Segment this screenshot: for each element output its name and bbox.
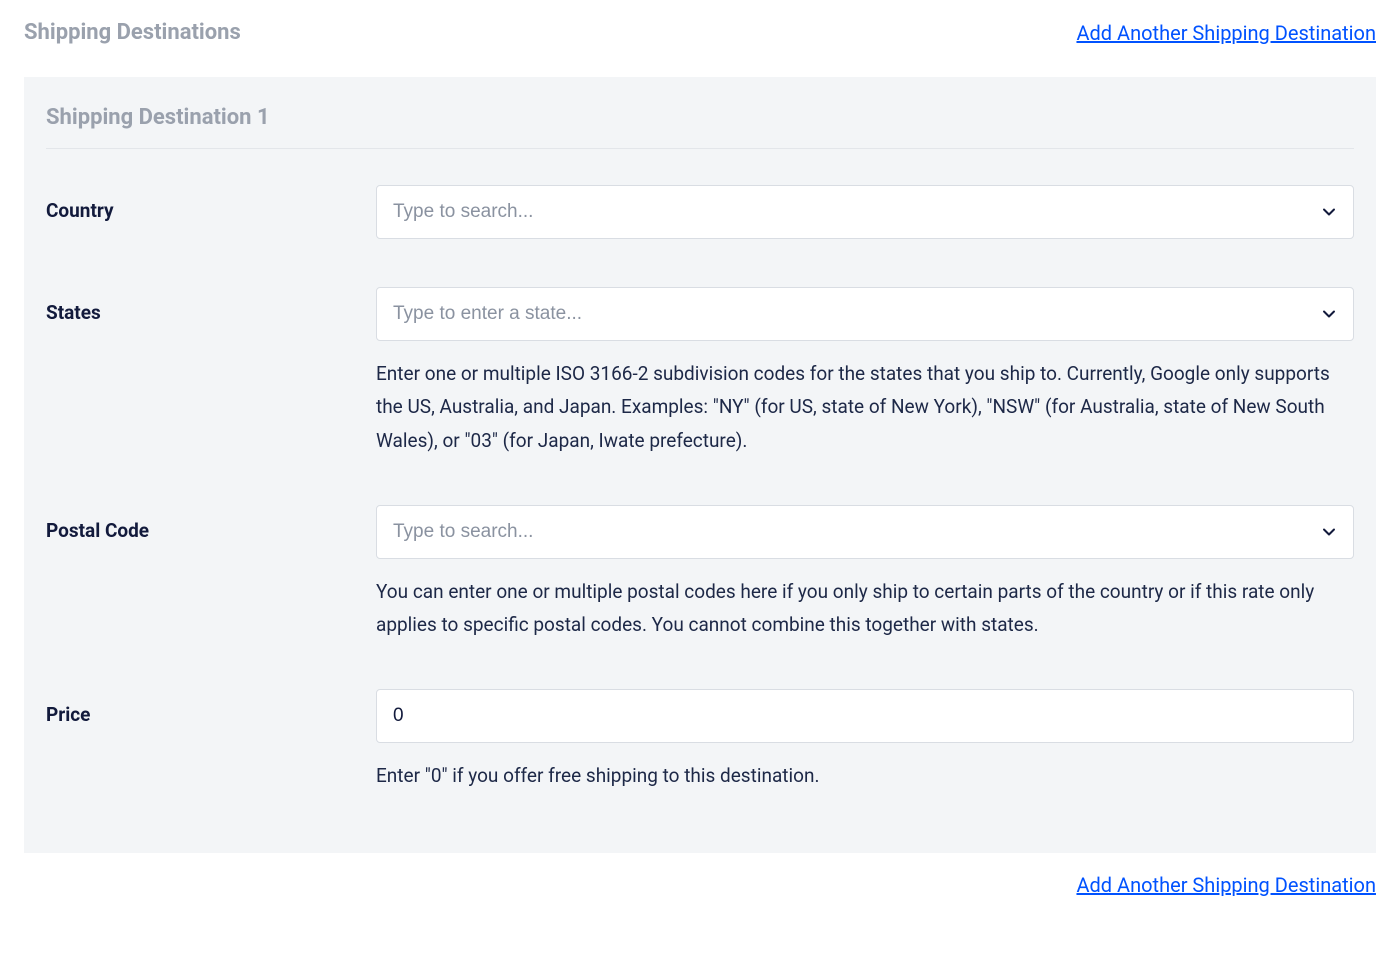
postal-help-text: You can enter one or multiple postal cod… (376, 575, 1354, 642)
price-row: Price Enter "0" if you offer free shippi… (46, 689, 1354, 792)
states-input[interactable] (393, 303, 1337, 325)
destination-card: Shipping Destination 1 Country States En… (24, 77, 1376, 853)
price-label: Price (46, 689, 376, 726)
states-select[interactable] (376, 287, 1354, 341)
country-input[interactable] (393, 201, 1337, 223)
price-help-text: Enter "0" if you offer free shipping to … (376, 759, 1354, 792)
country-label: Country (46, 185, 376, 222)
price-control: Enter "0" if you offer free shipping to … (376, 689, 1354, 792)
states-help-text: Enter one or multiple ISO 3166-2 subdivi… (376, 357, 1354, 457)
price-input[interactable] (376, 689, 1354, 743)
states-row: States Enter one or multiple ISO 3166-2 … (46, 287, 1354, 457)
postal-label: Postal Code (46, 505, 376, 542)
section-title: Shipping Destinations (24, 20, 241, 45)
postal-control: You can enter one or multiple postal cod… (376, 505, 1354, 642)
footer-row: Add Another Shipping Destination (24, 873, 1376, 897)
country-select[interactable] (376, 185, 1354, 239)
postal-row: Postal Code You can enter one or multipl… (46, 505, 1354, 642)
states-control: Enter one or multiple ISO 3166-2 subdivi… (376, 287, 1354, 457)
country-control (376, 185, 1354, 239)
states-label: States (46, 287, 376, 324)
country-row: Country (46, 185, 1354, 239)
add-destination-link-bottom[interactable]: Add Another Shipping Destination (1076, 873, 1376, 897)
postal-input[interactable] (393, 521, 1337, 543)
card-title: Shipping Destination 1 (46, 105, 1354, 149)
add-destination-link-top[interactable]: Add Another Shipping Destination (1076, 21, 1376, 45)
section-header: Shipping Destinations Add Another Shippi… (24, 20, 1376, 45)
postal-select[interactable] (376, 505, 1354, 559)
